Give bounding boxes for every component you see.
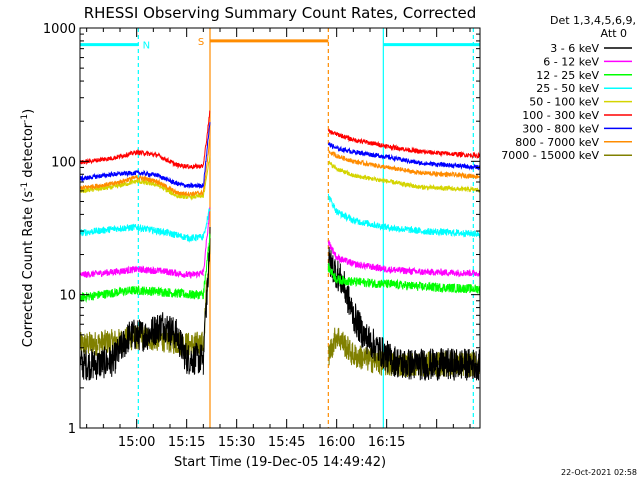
- x-tick-label: 16:15: [368, 435, 405, 450]
- series-line: [327, 262, 480, 295]
- legend-entry-label: 7000 - 15000 keV: [501, 149, 599, 162]
- x-tick-label: 15:00: [118, 435, 155, 450]
- y-tick-label: 1000: [43, 22, 76, 37]
- render-timestamp: 22-Oct-2021 02:58: [561, 468, 637, 477]
- series-line: [202, 226, 211, 375]
- series-line: [80, 175, 204, 197]
- series-line: [80, 285, 204, 303]
- series-line: [80, 223, 204, 243]
- series-line: [327, 142, 480, 171]
- y-tick-label: 1: [68, 422, 76, 437]
- legend-entry-label: 6 - 12 keV: [543, 55, 599, 68]
- x-tick-label: 15:45: [268, 435, 305, 450]
- chart-title: RHESSI Observing Summary Count Rates, Co…: [84, 4, 477, 22]
- x-tick-label: 16:00: [318, 435, 355, 450]
- y-tick-label: 100: [51, 155, 76, 170]
- series-line: [202, 207, 211, 272]
- y-axis-label-sup-2: -1: [20, 114, 30, 123]
- series-line: [80, 265, 204, 279]
- y-tick-label: 10: [59, 289, 76, 304]
- legend-entry-label: 800 - 7000 keV: [515, 136, 599, 149]
- series-line: [202, 110, 211, 166]
- series-line: [328, 160, 480, 193]
- legend-header-1: Det 1,3,4,5,6,9,: [550, 14, 636, 27]
- y-axis-label-sup-1: -1: [20, 182, 30, 191]
- series-line: [327, 193, 480, 239]
- legend-entry-label: 12 - 25 keV: [536, 69, 599, 82]
- y-axis-label-end: ): [21, 109, 36, 114]
- legend-entry-label: 300 - 800 keV: [522, 122, 599, 135]
- x-axis-ticks: 15:00 15:15 15:30 15:45 16:00 16:15: [86, 28, 471, 450]
- series-line: [327, 128, 480, 160]
- time-bar-label: S: [198, 37, 204, 48]
- series-line: [202, 208, 211, 239]
- series-line: [80, 312, 204, 381]
- series-line: [202, 138, 211, 193]
- y-axis-label-mid: detector: [21, 122, 36, 182]
- series-group: [80, 110, 480, 381]
- legend-header-2: Att 0: [601, 27, 627, 40]
- series-line: [80, 148, 204, 170]
- series-line: [202, 122, 211, 187]
- y-axis-label: Corrected Count Rate (s-1 detector-1): [20, 109, 36, 347]
- legend-entry-label: 50 - 100 keV: [529, 96, 599, 109]
- x-tick-label: 15:30: [218, 435, 255, 450]
- legend-entry-label: 25 - 50 keV: [536, 82, 599, 95]
- series-line: [202, 233, 211, 299]
- y-axis-ticks: 1 10 100 1000: [43, 22, 480, 437]
- series-line: [327, 149, 480, 180]
- series-line: [80, 169, 204, 189]
- x-tick-label: 15:15: [168, 435, 205, 450]
- legend-entry-label: 3 - 6 keV: [550, 42, 599, 55]
- series-line: [202, 155, 211, 198]
- time-bar-label: N: [143, 41, 150, 52]
- x-axis-label: Start Time (19-Dec-05 14:49:42): [174, 455, 386, 470]
- y-axis-label-main: Corrected Count Rate (s: [21, 191, 36, 348]
- plot-frame: [79, 27, 481, 429]
- series-line: [327, 246, 480, 381]
- legend-entry-label: 100 - 300 keV: [522, 109, 599, 122]
- series-line: [327, 240, 480, 278]
